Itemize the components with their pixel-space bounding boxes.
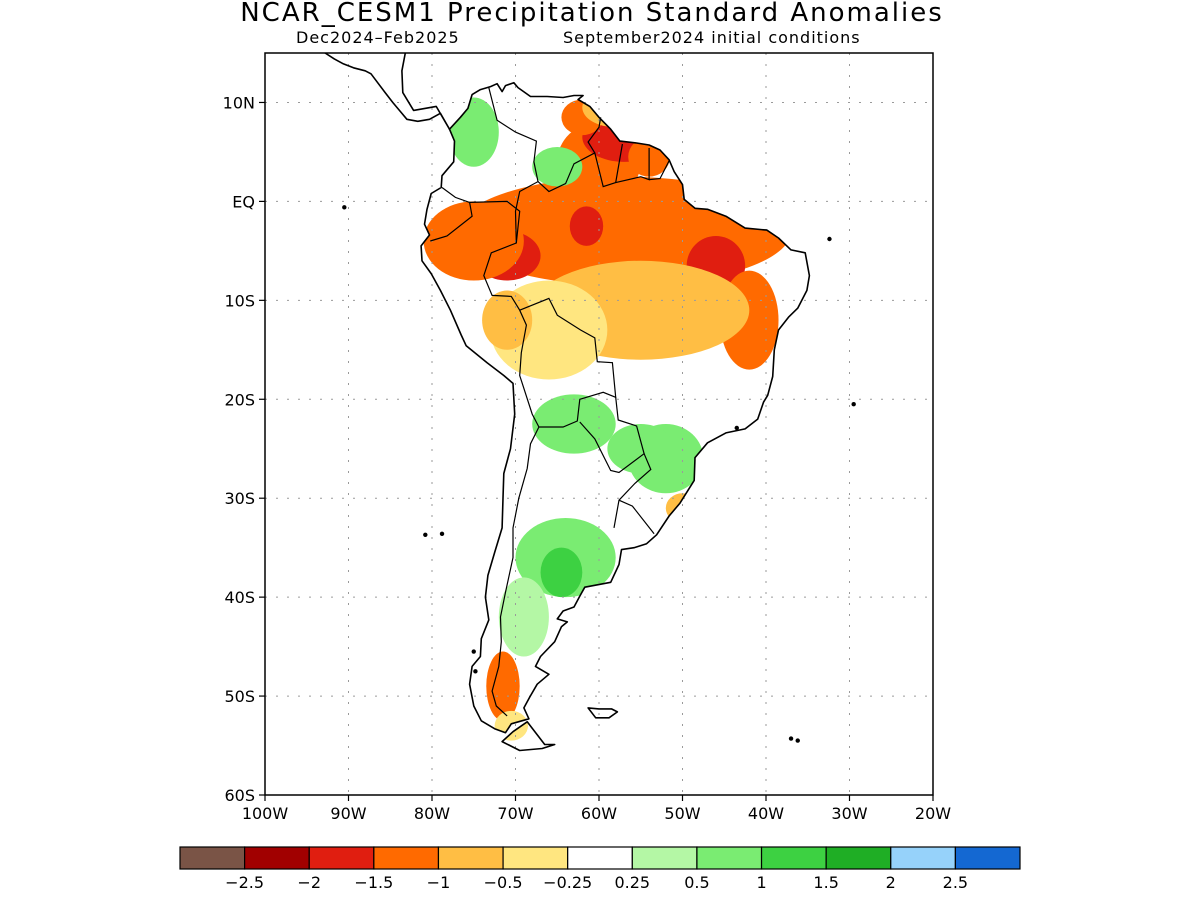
anomaly-cell-25 [494,710,529,741]
colorbar-label-1: −2.5 [225,873,264,892]
country-border-9 [579,397,645,474]
lon-label-90W: 90W [330,804,366,823]
island-6 [851,402,856,407]
colorbar-swatch-1 [179,846,246,870]
colorbar-label-10: 1.5 [813,873,838,892]
lat-label-30S: 30S [224,489,255,508]
coastlines [323,36,856,752]
lat-lon-grid [265,53,933,795]
lat-label-EQ: EQ [232,192,255,211]
colorbar-swatch-7 [567,846,633,870]
colorbar-label-5: −0.5 [484,873,523,892]
colorbar-swatch-2 [244,846,310,870]
anomaly-cell-22 [498,577,549,657]
colorbar-swatch-4 [373,846,440,870]
colorbar-label-8: 0.5 [684,873,709,892]
country-border-6 [430,187,473,242]
island-11 [473,669,478,674]
lat-label-10S: 10S [224,291,255,310]
colorbar-swatch-5 [437,846,504,870]
lat-label-50S: 50S [224,687,255,706]
colorbar-swatch-11 [825,846,892,870]
island-9 [588,36,592,40]
colorbar-swatch-10 [760,846,827,870]
colorbar-swatch-3 [308,846,375,870]
island-3 [439,531,445,537]
colorbar-label-11: 2 [886,873,896,892]
colorbar-swatch-12 [890,846,956,870]
colorbar-swatch-8 [631,846,698,870]
anomaly-cell-14 [482,290,533,350]
lon-label-30W: 30W [831,804,867,823]
colorbar: −2.5 −2 −1.5 −1 −0.5 −0.25 0.25 0.5 1 1.5 2 2.5 [179,846,1021,892]
lat-label-20S: 20S [224,390,255,409]
tierra-del-fuego-coast [501,721,556,752]
lon-label-20W: 20W [915,804,951,823]
south-america-coast [420,81,811,734]
lon-label-50W: 50W [664,804,700,823]
anomaly-cell-7 [569,206,604,246]
anomaly-cell-18 [607,424,675,474]
colorbar-swatch-9 [696,846,763,870]
colorbar-label-9: 1 [756,873,766,892]
colorbar-swatch-6 [502,846,569,870]
lon-label-40W: 40W [748,804,784,823]
island-5 [827,236,832,242]
colorbar-label-3: −1.5 [354,873,393,892]
country-border-2 [537,117,602,193]
forecast-period: Dec2024–Feb2025 [296,28,460,47]
anomaly-cell-21 [540,547,583,598]
falkland-islands-coast [587,707,619,719]
anomaly-cell-16 [532,146,583,187]
lon-label-100W: 100W [242,804,289,823]
anomaly-cell-5 [582,87,650,128]
colorbar-label-7: 0.25 [614,873,650,892]
lat-label-10N: 10N [223,93,255,112]
anomaly-cell-10 [423,201,524,281]
central-america-coast [323,53,451,130]
country-border-5 [649,160,670,181]
lon-label-80W: 80W [414,804,450,823]
map-title: NCAR_CESM1 Precipitation Standard Anomal… [240,0,944,28]
colorbar-label-4: −1 [427,873,451,892]
colorbar-label-6: −0.25 [543,873,592,892]
country-border-4 [615,148,650,184]
lat-label-40S: 40S [224,588,255,607]
map-plot-area [265,36,933,795]
island-2 [423,532,428,538]
island-4 [734,425,739,431]
colorbar-label-12: 2.5 [943,873,968,892]
lon-label-60W: 60W [581,804,617,823]
anomaly-cell-15 [448,97,499,167]
country-border-7 [469,200,521,244]
island-1 [342,205,347,210]
lat-label-60S: 60S [224,786,255,805]
country-border-3 [594,143,623,188]
anomaly-cell-19 [532,394,616,454]
country-border-8 [519,297,617,428]
island-10 [471,649,476,654]
colorbar-label-2: −2 [297,873,321,892]
country-border-10 [613,453,652,529]
island-8 [795,738,800,743]
initial-conditions: September2024 initial conditions [563,28,861,47]
country-border-11 [618,499,655,535]
anomaly-cell-23 [486,651,520,721]
island-7 [788,736,794,741]
lon-label-70W: 70W [497,804,533,823]
colorbar-swatch-13 [954,846,1021,870]
